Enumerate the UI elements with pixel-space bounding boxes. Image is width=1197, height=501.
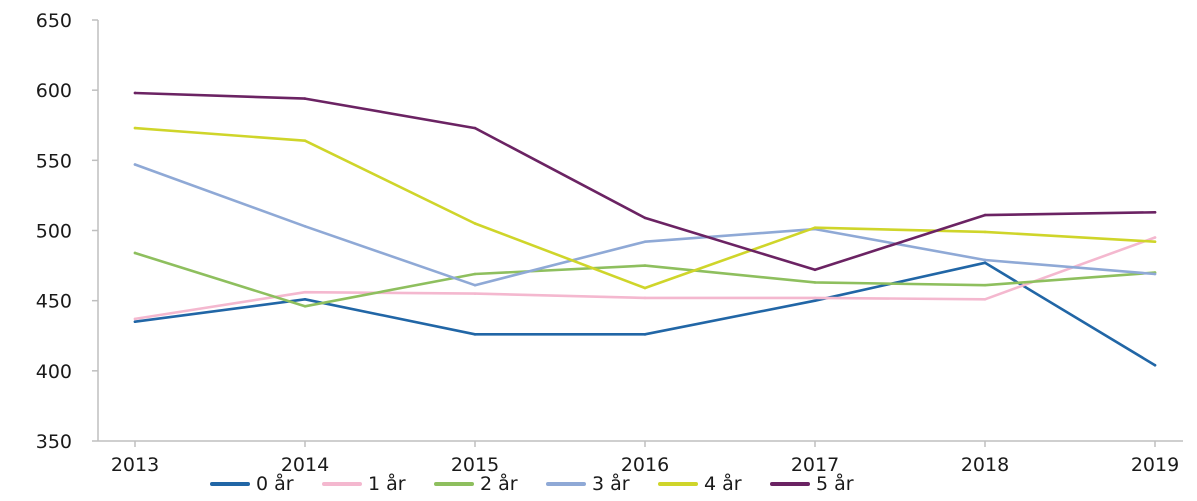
data-point xyxy=(813,296,817,300)
data-point xyxy=(983,261,987,265)
data-point xyxy=(303,139,307,142)
y-tick-label: 350 xyxy=(36,431,72,453)
data-point xyxy=(983,213,987,217)
data-point xyxy=(1153,272,1157,276)
y-tick-label: 450 xyxy=(36,291,72,313)
x-tick-label: 2016 xyxy=(621,454,669,476)
legend-item: 0 år xyxy=(210,472,294,495)
data-point xyxy=(1153,210,1157,214)
legend-item: 3 år xyxy=(546,472,630,495)
data-point xyxy=(473,126,477,130)
series-line-0 xyxy=(133,261,1157,367)
data-point xyxy=(983,283,987,287)
x-tick-label: 2018 xyxy=(961,454,1009,476)
legend-item: 2 år xyxy=(434,472,518,495)
series-line-4 xyxy=(133,126,1157,290)
x-tick-label: 2015 xyxy=(451,454,499,476)
data-point xyxy=(473,272,477,276)
data-point xyxy=(473,292,477,295)
data-point xyxy=(473,333,477,336)
data-point xyxy=(643,296,647,300)
data-point xyxy=(133,320,137,324)
y-tick-label: 550 xyxy=(36,150,72,172)
series-line-3 xyxy=(133,163,1157,287)
data-point xyxy=(813,281,817,284)
y-tick-label: 650 xyxy=(36,10,72,32)
legend-label: 1 år xyxy=(368,472,406,495)
data-point xyxy=(813,268,817,272)
data-point xyxy=(303,290,307,294)
data-point xyxy=(983,297,987,301)
x-tick-label: 2017 xyxy=(791,454,839,476)
x-tick-label: 2014 xyxy=(281,454,329,476)
data-point xyxy=(643,264,647,267)
data-point xyxy=(643,216,647,220)
data-point xyxy=(643,286,647,290)
y-tick-label: 600 xyxy=(36,80,72,102)
data-point xyxy=(1153,363,1157,367)
data-point xyxy=(303,97,307,100)
data-point xyxy=(1153,240,1157,244)
legend-label: 3 år xyxy=(592,472,630,495)
y-tick-labels: 350 400 450 500 550 600 650 xyxy=(36,10,98,453)
legend: 0 år 1 år 2 år 3 år 4 år 5 år xyxy=(210,472,854,495)
data-point xyxy=(813,299,817,302)
x-tick-label: 2019 xyxy=(1131,454,1179,476)
y-tick-label: 500 xyxy=(36,221,72,243)
data-point xyxy=(133,163,137,166)
series-lines xyxy=(133,91,1157,367)
data-point xyxy=(643,240,647,244)
legend-label: 5 år xyxy=(816,472,854,495)
series-line-5 xyxy=(133,91,1157,272)
data-point xyxy=(303,224,307,228)
legend-item: 1 år xyxy=(322,472,406,495)
legend-label: 2 år xyxy=(480,472,518,495)
data-point xyxy=(983,258,987,262)
data-point xyxy=(133,126,137,130)
series-line-1 xyxy=(133,236,1157,321)
data-point xyxy=(473,222,477,225)
data-point xyxy=(813,226,817,229)
y-tick-label: 400 xyxy=(36,361,72,383)
x-tick-label: 2013 xyxy=(111,454,159,476)
legend-label: 0 år xyxy=(256,472,294,495)
chart-axes xyxy=(97,20,1183,442)
legend-label: 4 år xyxy=(704,472,742,495)
legend-item: 5 år xyxy=(770,472,854,495)
data-point xyxy=(983,230,987,234)
data-point xyxy=(303,304,307,308)
data-point xyxy=(1153,236,1157,239)
data-point xyxy=(133,251,137,255)
x-tick-labels: 2013 2014 2015 2016 2017 2018 2019 xyxy=(111,441,1179,476)
data-point xyxy=(303,297,307,301)
data-point xyxy=(643,333,647,336)
legend-item: 4 år xyxy=(658,472,742,495)
data-point xyxy=(133,91,137,95)
data-point xyxy=(473,283,477,287)
data-point xyxy=(133,317,137,321)
